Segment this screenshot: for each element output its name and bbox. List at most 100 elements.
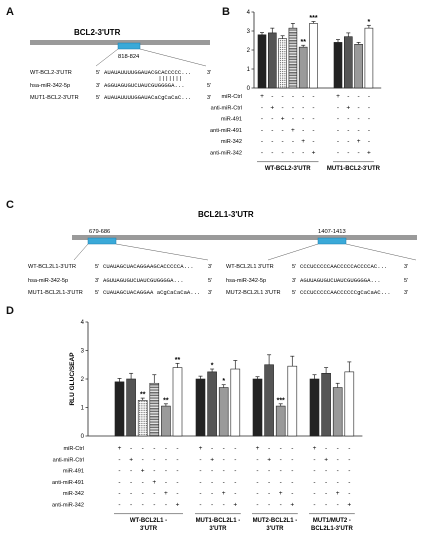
treatment-sign: + [346, 104, 350, 111]
y-tick-label: 0 [247, 86, 251, 92]
treatment-sign: - [312, 127, 314, 134]
treatment-sign: - [348, 468, 350, 475]
treatment-sign: - [256, 502, 258, 509]
treatment-sign: - [142, 456, 144, 463]
treatment-sign: - [271, 116, 273, 123]
treatment-sign: - [292, 150, 294, 157]
group-label: MUT1-BCL2L1 - [196, 518, 241, 524]
bar [114, 381, 125, 437]
treatment-sign: - [165, 456, 167, 463]
treatment-sign: - [271, 138, 273, 145]
treatment-sign: - [302, 127, 304, 134]
treatment-sign: - [118, 490, 120, 497]
treatment-sign: - [282, 93, 284, 100]
bar [172, 367, 183, 437]
treatment-label: anti-miR-342 [210, 151, 242, 157]
treatment-sign: - [280, 479, 282, 486]
treatment-sign: - [268, 479, 270, 486]
treatment-sign: - [153, 445, 155, 452]
treatment-sign: - [130, 479, 132, 486]
treatment-label: miR-Ctrl [221, 94, 242, 100]
treatment-sign: - [142, 479, 144, 486]
treatment-sign: - [292, 138, 294, 145]
treatment-sign: - [337, 138, 339, 145]
treatment-sign: - [348, 456, 350, 463]
treatment-sign: - [256, 468, 258, 475]
bar [332, 387, 343, 437]
y-tick-label: 4 [247, 10, 251, 16]
treatment-sign: + [312, 150, 316, 157]
treatment-sign: - [358, 104, 360, 111]
y-tick-label: 0 [81, 434, 85, 440]
treatment-sign: - [325, 468, 327, 475]
treatment-sign: + [141, 468, 145, 475]
significance-label: ** [300, 39, 306, 46]
treatment-sign: - [199, 502, 201, 509]
treatment-sign: - [368, 138, 370, 145]
significance-label: * [368, 19, 371, 26]
treatment-sign: + [118, 445, 122, 452]
treatment-sign: - [153, 490, 155, 497]
treatment-sign: + [347, 502, 351, 509]
treatment-sign: + [267, 456, 271, 463]
treatment-sign: - [118, 502, 120, 509]
treatment-sign: - [118, 468, 120, 475]
treatment-sign: + [164, 490, 168, 497]
treatment-sign: - [268, 445, 270, 452]
treatment-sign: - [292, 93, 294, 100]
y-tick-label: 2 [247, 48, 251, 54]
treatment-sign: + [210, 456, 214, 463]
treatment-sign: - [291, 456, 293, 463]
treatment-sign: + [313, 445, 317, 452]
treatment-sign: + [281, 116, 285, 123]
treatment-sign: - [280, 468, 282, 475]
treatment-sign: - [325, 490, 327, 497]
treatment-sign: - [347, 93, 349, 100]
treatment-sign: - [291, 479, 293, 486]
treatment-sign: - [291, 468, 293, 475]
treatment-sign: + [279, 490, 283, 497]
treatment-sign: - [268, 468, 270, 475]
treatment-sign: + [199, 445, 203, 452]
treatment-sign: - [347, 150, 349, 157]
group-label: WT-BCL2-3'UTR [265, 166, 311, 172]
treatment-sign: - [291, 445, 293, 452]
group-label-line2: 3'UTR [140, 526, 158, 532]
significance-label: ** [163, 397, 169, 404]
treatment-sign: + [324, 456, 328, 463]
treatment-sign: - [234, 468, 236, 475]
treatment-sign: - [223, 445, 225, 452]
treatment-sign: + [176, 502, 180, 509]
treatment-sign: - [199, 468, 201, 475]
treatment-sign: - [302, 104, 304, 111]
treatment-sign: - [280, 445, 282, 452]
treatment-label: anti-miR-342 [52, 503, 84, 509]
treatment-sign: - [130, 445, 132, 452]
treatment-sign: - [118, 456, 120, 463]
treatment-sign: - [348, 479, 350, 486]
bar [230, 368, 241, 437]
treatment-sign: - [211, 445, 213, 452]
treatment-sign: - [325, 479, 327, 486]
treatment-sign: - [268, 502, 270, 509]
treatment-sign: - [261, 138, 263, 145]
treatment-sign: - [358, 150, 360, 157]
treatment-sign: - [337, 445, 339, 452]
treatment-label: anti-miR-Ctrl [53, 457, 84, 463]
treatment-label: miR-491 [63, 469, 84, 475]
treatment-sign: - [223, 479, 225, 486]
significance-label: * [211, 363, 214, 370]
treatment-sign: - [165, 502, 167, 509]
treatment-sign: - [199, 479, 201, 486]
bar [195, 378, 206, 437]
treatment-sign: - [348, 445, 350, 452]
treatment-sign: - [302, 150, 304, 157]
treatment-sign: - [337, 150, 339, 157]
treatment-sign: - [256, 490, 258, 497]
treatment-sign: - [325, 502, 327, 509]
y-tick-label: 1 [81, 406, 85, 412]
treatment-sign: - [153, 468, 155, 475]
treatment-sign: - [358, 127, 360, 134]
treatment-sign: - [313, 468, 315, 475]
